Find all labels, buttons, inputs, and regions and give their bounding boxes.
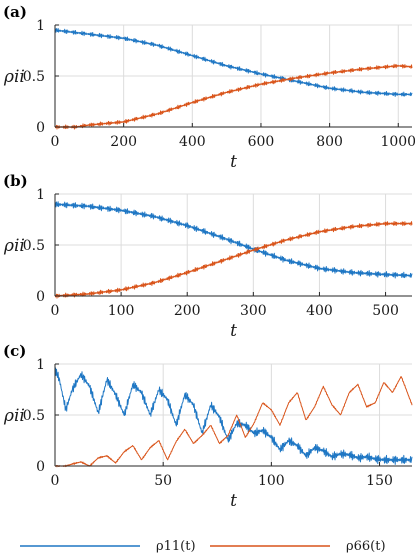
y-tick-label: 0	[36, 289, 45, 305]
panel-label: (b)	[3, 172, 28, 190]
x-tick-label: 600	[248, 134, 275, 150]
series-line-2	[54, 221, 413, 299]
series-line-1	[54, 367, 413, 465]
panel-2: 0 100 200 300 400 500 0 0.5 1 t ρii (b)	[3, 172, 413, 341]
y-tick-label: 0	[36, 120, 45, 136]
x-tick-label: 0	[51, 134, 60, 150]
x-tick-label: 400	[306, 303, 333, 319]
y-tick-label: 0.5	[23, 408, 45, 424]
x-tick-label: 300	[240, 303, 267, 319]
x-tick-label: 50	[154, 473, 172, 489]
legend-label-series1: ρ11(t)	[156, 539, 196, 554]
x-axis-label: t	[230, 491, 237, 511]
y-axis-label: ρii	[3, 67, 25, 87]
x-tick-label: 200	[174, 303, 201, 319]
x-tick-label: 500	[372, 303, 399, 319]
x-tick-label: 400	[179, 134, 206, 150]
y-tick-label: 0	[36, 459, 45, 475]
y-tick-label: 1	[36, 357, 45, 373]
y-tick-label: 0.5	[23, 69, 45, 85]
x-tick-label: 800	[316, 134, 343, 150]
series-line-2	[54, 376, 413, 468]
series-line-1	[54, 201, 413, 279]
x-tick-label: 1000	[380, 134, 415, 150]
panel-1: 0 200 400 600 800 1000 0 0.5 1 t ρii (a)	[3, 3, 415, 172]
y-tick-label: 0.5	[23, 238, 45, 254]
x-tick-label: 200	[110, 134, 137, 150]
series-line-2	[54, 63, 413, 130]
y-tick-label: 1	[36, 187, 45, 203]
y-axis-label: ρii	[3, 236, 25, 256]
x-tick-label: 0	[51, 473, 60, 489]
panel-label: (a)	[3, 3, 27, 21]
y-axis-label: ρii	[3, 406, 25, 426]
x-tick-label: 100	[108, 303, 135, 319]
y-tick-label: 1	[36, 18, 45, 34]
x-axis-label: t	[230, 152, 237, 172]
series-line-1	[54, 28, 413, 97]
x-axis-label: t	[230, 321, 237, 341]
legend: ρ11(t) ρ66(t)	[20, 539, 386, 554]
x-tick-label: 100	[258, 473, 285, 489]
x-tick-label: 0	[51, 303, 60, 319]
x-tick-label: 150	[366, 473, 393, 489]
legend-label-series2: ρ66(t)	[346, 539, 386, 554]
panel-3: 0 50 100 150 0 0.5 1 t ρii (c)	[3, 342, 413, 511]
panel-label: (c)	[3, 342, 26, 360]
